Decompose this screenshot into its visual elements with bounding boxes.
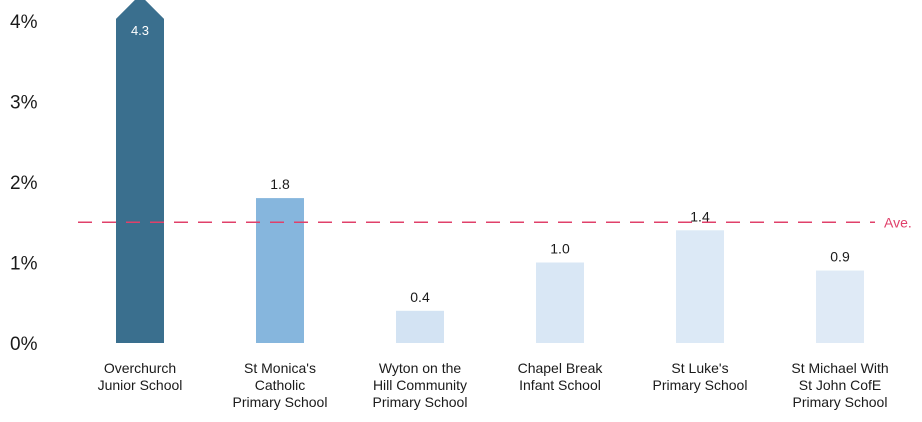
category-label-line: Hill Community: [373, 377, 467, 393]
category-label-line: Junior School: [98, 377, 183, 393]
y-tick-label: 1%: [10, 254, 38, 275]
data-label: 4.3: [131, 23, 149, 38]
y-tick-label: 3%: [10, 93, 38, 114]
category-label-line: St Monica's: [244, 360, 316, 376]
y-tick-label: 2%: [10, 173, 38, 194]
bar: [396, 310, 444, 343]
category-label: St Luke's Primary School: [653, 360, 748, 393]
bar: [256, 198, 304, 343]
data-label: 0.4: [410, 289, 430, 305]
y-tick-label: 4%: [10, 12, 38, 33]
data-label: 0.9: [830, 249, 850, 265]
bar: [676, 230, 724, 343]
category-label-line: St John CofE: [799, 377, 882, 393]
category-label-line: Primary School: [793, 394, 888, 410]
category-label-line: Infant School: [519, 377, 601, 393]
category-label: St Michael With St John CofE Primary Schoo…: [791, 360, 888, 410]
bar: [116, 0, 164, 343]
data-label: 1.8: [270, 176, 290, 192]
data-label: 1.4: [690, 208, 710, 224]
y-tick-label: 0%: [10, 334, 38, 355]
category-label-line: St Luke's: [671, 360, 728, 376]
category-label-line: Primary School: [373, 394, 468, 410]
category-label-line: Wyton on the: [379, 360, 462, 376]
category-label-line: Overchurch: [104, 360, 176, 376]
category-label-line: Primary School: [653, 377, 748, 393]
category-label: Wyton on the Hill Community Primary School: [373, 360, 468, 410]
data-label: 1.0: [550, 241, 570, 257]
category-label: Overchurch Junior School: [98, 360, 183, 393]
category-label: St Monica's Catholic Primary School: [233, 360, 328, 410]
average-label: Ave.: [884, 214, 912, 230]
category-label-line: Catholic: [255, 377, 306, 393]
category-label-line: Chapel Break: [518, 360, 604, 376]
category-label-line: Primary School: [233, 394, 328, 410]
category-label: Chapel Break Infant School: [518, 360, 604, 393]
category-label-line: St Michael With: [791, 360, 888, 376]
bar: [536, 262, 584, 343]
bar: [816, 270, 864, 343]
